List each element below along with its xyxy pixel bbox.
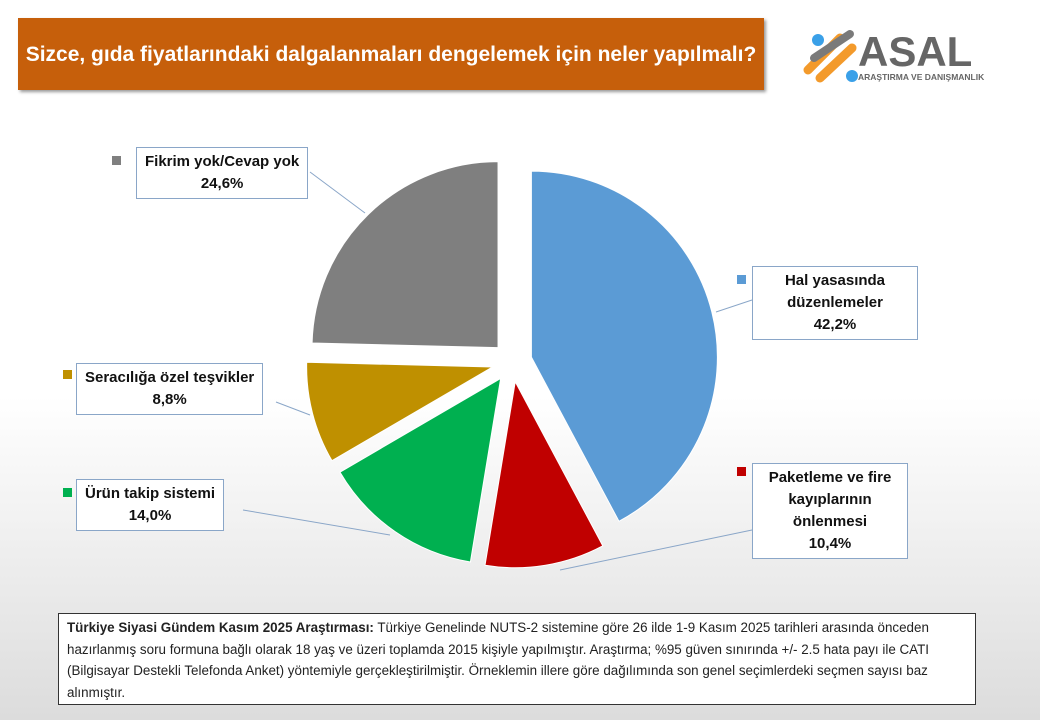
leader-line: [309, 171, 366, 214]
leader-line: [715, 299, 753, 313]
slice-value: 24,6%: [200, 175, 244, 192]
slice-label: Fikrim yok/Cevap yok: [145, 153, 300, 170]
slice-value: 14,0%: [128, 507, 172, 524]
legend-marker: [63, 488, 72, 497]
pie-slice: [530, 170, 718, 522]
methodology-note: Türkiye Siyasi Gündem Kasım 2025 Araştır…: [58, 613, 976, 705]
legend-marker: [112, 156, 121, 165]
slice-label: Hal yasasında düzenlemeler: [784, 272, 886, 311]
slice-value: 8,8%: [152, 391, 187, 408]
asal-logo: ASAL ARAŞTIRMA VE DANIŞMANLIK: [800, 28, 985, 89]
pie-slice: [306, 361, 495, 462]
pie-slice: [484, 380, 604, 569]
slice-label: Ürün takip sistemi: [85, 485, 216, 502]
svg-text:ASAL: ASAL: [858, 28, 972, 75]
legend-marker: [737, 275, 746, 284]
label-seracilik: Seracılığa özel teşvikler 8,8%: [76, 363, 264, 415]
slice-label: Paketleme ve fire kayıplarının önlenmesi: [768, 469, 892, 530]
note-text: Türkiye Genelinde NUTS-2 sistemine göre …: [67, 620, 930, 700]
chart-title: Sizce, gıda fiyatlarındaki dalgalanmalar…: [18, 18, 764, 90]
note-title: Türkiye Siyasi Gündem Kasım 2025 Araştır…: [67, 620, 374, 635]
leader-line: [559, 529, 753, 571]
slice-value: 42,2%: [813, 316, 857, 333]
legend-marker: [63, 370, 72, 379]
leader-line: [242, 509, 391, 536]
label-urun-takip: Ürün takip sistemi 14,0%: [76, 479, 225, 531]
svg-text:ARAŞTIRMA VE DANIŞMANLIK: ARAŞTIRMA VE DANIŞMANLIK: [858, 72, 985, 82]
label-fikrim-yok: Fikrim yok/Cevap yok 24,6%: [136, 147, 309, 199]
leader-line: [275, 401, 311, 416]
slice-value: 10,4%: [808, 535, 852, 552]
pie-slice: [339, 377, 502, 563]
slice-label: Seracılığa özel teşvikler: [85, 369, 255, 386]
legend-marker: [737, 467, 746, 476]
label-hal-yasasi: Hal yasasında düzenlemeler 42,2%: [752, 266, 918, 340]
label-paketleme: Paketleme ve fire kayıplarının önlenmesi…: [752, 463, 908, 559]
pie-slice: [311, 161, 499, 349]
